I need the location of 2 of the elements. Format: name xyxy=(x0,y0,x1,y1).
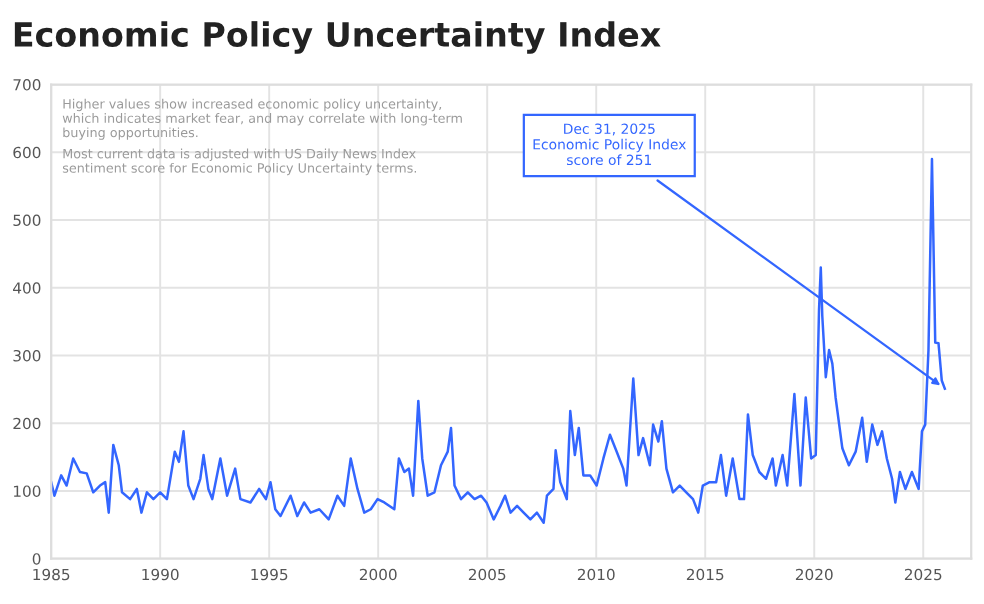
chart-title: Economic Policy Uncertainty Index xyxy=(14,21,661,54)
line-series xyxy=(51,157,947,525)
